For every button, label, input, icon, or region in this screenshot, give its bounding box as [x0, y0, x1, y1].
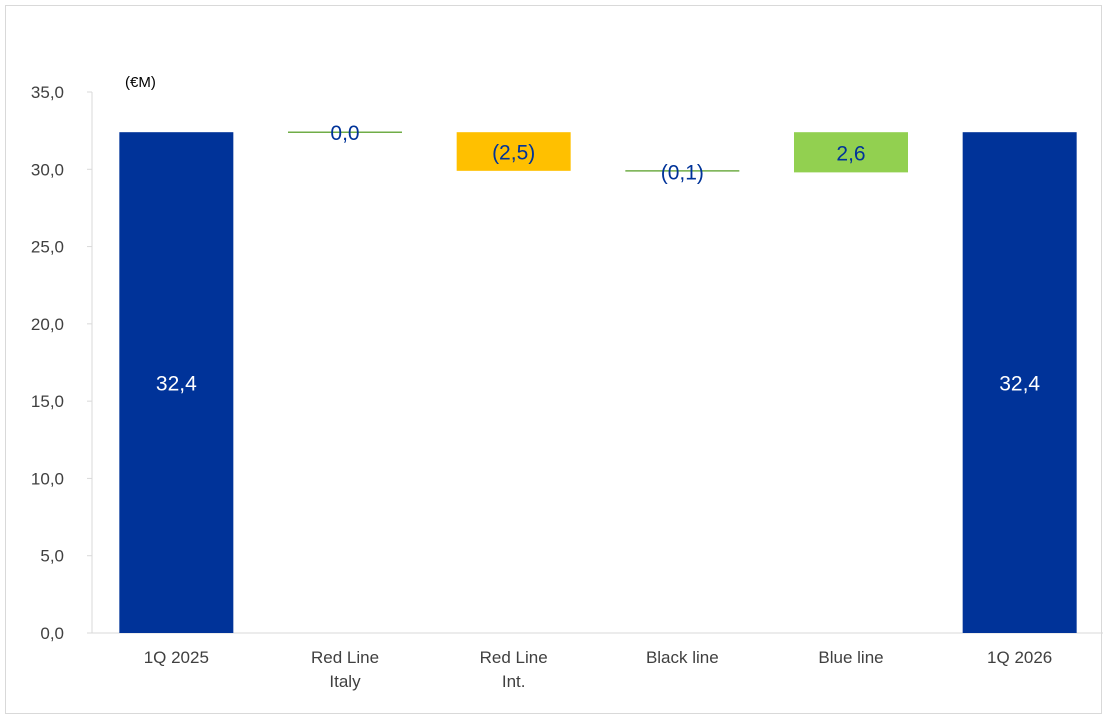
y-tick-label: 15,0: [31, 392, 64, 411]
category-label: Red Line: [311, 648, 379, 667]
data-label: (0,1): [661, 162, 704, 185]
y-tick-label: 25,0: [31, 238, 64, 257]
y-tick-label: 30,0: [31, 160, 64, 179]
data-labels: 32,4 0,0 (2,5) (0,1) 2,6 32,4: [156, 122, 1041, 395]
category-label: 1Q 2025: [144, 648, 209, 667]
category-label: Black line: [646, 648, 719, 667]
bars: [119, 131, 1077, 633]
data-label: 0,0: [330, 122, 359, 145]
category-label: Italy: [329, 672, 361, 691]
y-tick-label: 5,0: [40, 547, 64, 566]
unit-label: (€M): [125, 74, 156, 91]
bar-total: [962, 132, 1077, 633]
data-label: 32,4: [156, 373, 197, 396]
bar-increase: [794, 132, 908, 173]
category-label: 1Q 2026: [987, 648, 1052, 667]
bar-decrease: [456, 132, 571, 171]
y-tick-label: 10,0: [31, 469, 64, 488]
category-label: Blue line: [818, 648, 883, 667]
y-tick-label: 0,0: [40, 624, 64, 643]
chart-frame: (€M) 0,0 5,0 10,0 15,0 20,0 25,0 30,0 35,0 32,4…: [5, 5, 1103, 714]
y-tick-label: 35,0: [31, 83, 64, 102]
y-tick-label: 20,0: [31, 315, 64, 334]
category-labels: 1Q 2025 Red Line Italy Red Line Int. Black li…: [144, 648, 1053, 691]
data-label: (2,5): [492, 142, 535, 165]
data-label: 32,4: [999, 373, 1040, 396]
category-label: Int.: [502, 672, 526, 691]
axes: 0,0 5,0 10,0 15,0 20,0 25,0 30,0 35,0: [31, 83, 1103, 643]
category-label: Red Line: [480, 648, 548, 667]
bar-total: [119, 132, 234, 633]
waterfall-chart: (€M) 0,0 5,0 10,0 15,0 20,0 25,0 30,0 35,0 32,4…: [31, 74, 1103, 691]
data-label: 2,6: [836, 142, 865, 165]
